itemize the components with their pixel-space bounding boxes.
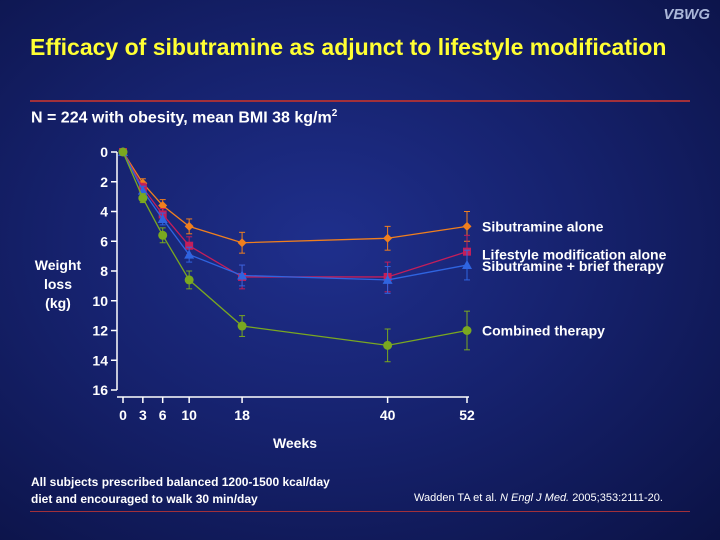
data-point-diamond xyxy=(462,221,472,231)
data-point-triangle xyxy=(237,270,248,280)
series-line xyxy=(122,151,468,347)
citation-journal: N Engl J Med. xyxy=(500,492,570,504)
data-point-circle xyxy=(184,275,194,285)
data-point-triangle xyxy=(184,249,195,259)
y-axis-label: Weight loss (kg) xyxy=(22,256,94,313)
y-axis-label-line-2: loss xyxy=(43,276,72,292)
data-point-circle xyxy=(118,147,128,157)
footnote-line-2: diet and encouraged to walk 30 min/day xyxy=(31,492,258,506)
x-tick-label: 40 xyxy=(380,407,396,423)
brand-logo-text: VBWG xyxy=(663,6,710,23)
data-point-diamond xyxy=(237,238,247,248)
data-point-diamond xyxy=(383,233,393,243)
series-3: Combined therapy xyxy=(118,147,605,363)
x-tick-label: 10 xyxy=(181,407,197,423)
subtitle-text: N = 224 with obesity, mean BMI 38 kg/m xyxy=(31,109,332,127)
y-tick-label: 6 xyxy=(100,233,108,249)
x-tick-label: 18 xyxy=(234,407,250,423)
data-point-square xyxy=(185,241,194,250)
data-point-triangle xyxy=(157,213,168,223)
series-label: Combined therapy xyxy=(482,323,605,339)
series-0: Sibutramine alone xyxy=(118,147,604,254)
x-tick-label: 6 xyxy=(159,407,167,423)
data-point-circle xyxy=(383,340,393,350)
x-tick-label: 52 xyxy=(459,407,475,423)
y-tick-label: 10 xyxy=(92,293,108,309)
data-point-diamond xyxy=(184,221,194,231)
y-tick-label: 12 xyxy=(92,323,108,339)
series-label: Sibutramine + brief therapy xyxy=(482,258,664,274)
footnote-line-1: All subjects prescribed balanced 1200-15… xyxy=(31,475,330,489)
y-tick-label: 2 xyxy=(100,174,108,190)
series-line xyxy=(122,151,468,281)
data-point-circle xyxy=(158,230,168,240)
y-tick-label: 0 xyxy=(100,144,108,160)
y-tick-label: 4 xyxy=(100,204,108,220)
y-tick-label: 8 xyxy=(100,263,108,279)
citation-authors: Wadden TA et al. xyxy=(414,492,497,504)
slide-subtitle: N = 224 with obesity, mean BMI 38 kg/m2 xyxy=(31,108,337,127)
x-tick-label: 3 xyxy=(139,407,147,423)
data-point-triangle xyxy=(382,274,393,284)
data-point-circle xyxy=(237,321,247,331)
citation: Wadden TA et al. N Engl J Med. 2005;353:… xyxy=(414,492,663,504)
series-label: Lifestyle modification alone xyxy=(482,247,667,263)
y-axis-label-line-3: (kg) xyxy=(45,295,71,311)
slide-title: Efficacy of sibutramine as adjunct to li… xyxy=(30,34,667,60)
data-point-triangle xyxy=(462,260,472,270)
subtitle-superscript: 2 xyxy=(331,108,338,119)
footer-divider xyxy=(30,511,690,512)
x-tick-label: 0 xyxy=(119,407,127,423)
data-point-circle xyxy=(462,326,472,335)
data-point-circle xyxy=(138,193,148,203)
y-tick-label: 14 xyxy=(92,352,108,368)
x-axis-label: Weeks xyxy=(273,435,317,451)
footnote: All subjects prescribed balanced 1200-15… xyxy=(31,474,330,508)
series-label: Sibutramine alone xyxy=(482,218,604,234)
y-axis-label-line-1: Weight xyxy=(34,257,82,273)
y-tick-label: 16 xyxy=(92,382,108,398)
title-divider xyxy=(30,100,690,102)
citation-details: 2005;353:2111-20. xyxy=(572,492,663,504)
data-point-diamond xyxy=(158,201,168,211)
